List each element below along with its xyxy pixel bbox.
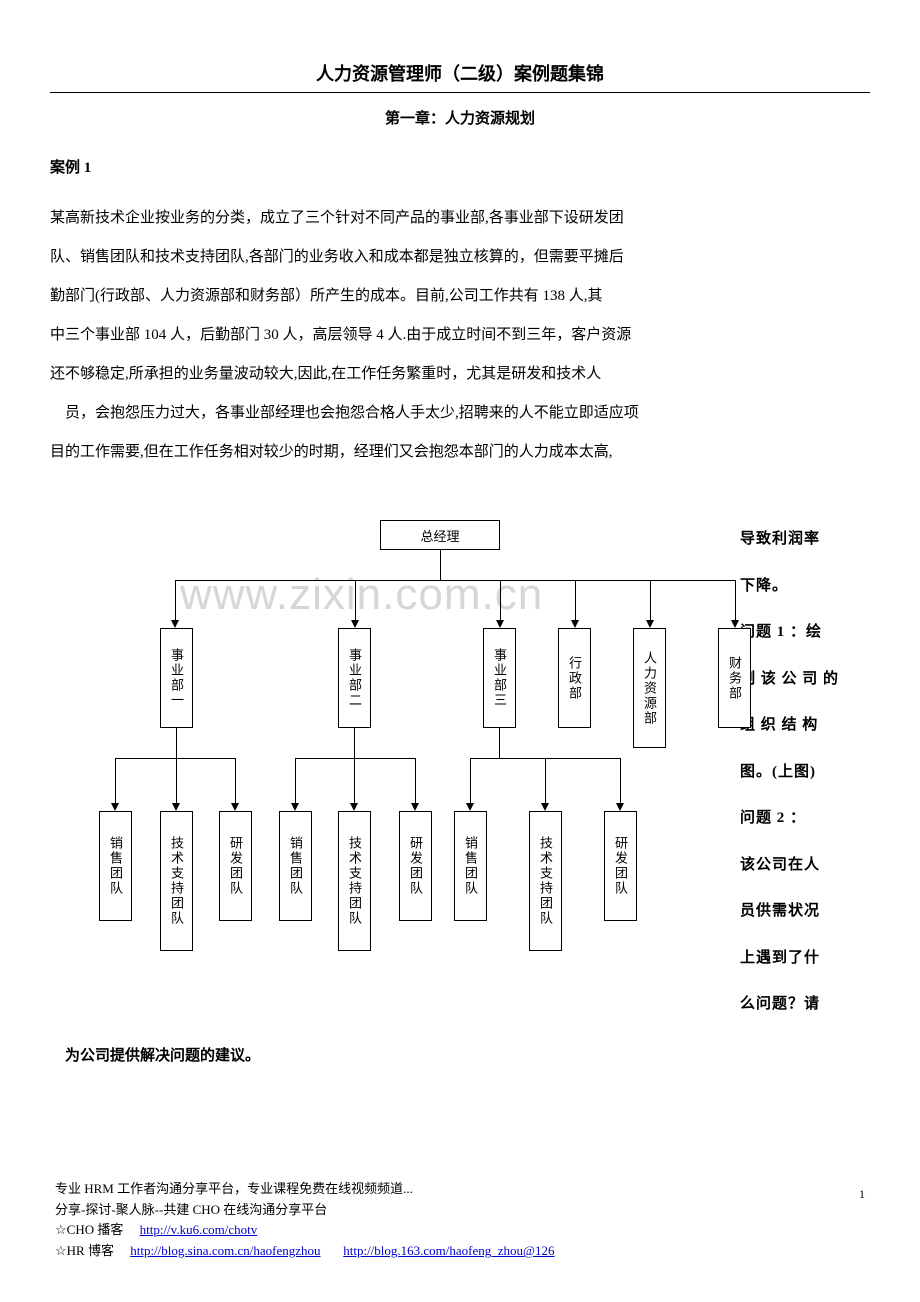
- edge: [500, 580, 501, 620]
- edge: [620, 758, 621, 803]
- edge: [415, 758, 416, 803]
- hr-link2[interactable]: http://blog.163.com/haofeng_zhou@126: [343, 1243, 554, 1258]
- arrow-icon: [616, 803, 624, 811]
- arrow-icon: [231, 803, 239, 811]
- arrow-icon: [111, 803, 119, 811]
- arrow-icon: [291, 803, 299, 811]
- footer-line2: 分享-探讨-聚人脉--共建 CHO 在线沟通分享平台: [55, 1200, 870, 1221]
- node-dept1: 事业部一: [160, 628, 193, 728]
- right-5: 组 织 结 构: [740, 702, 870, 749]
- right-8: 该公司在人: [740, 842, 870, 889]
- para-4: 中三个事业部 104 人，后勤部门 30 人，高层领导 4 人.由于成立时间不到…: [50, 316, 870, 355]
- arrow-icon: [411, 803, 419, 811]
- edge: [176, 728, 177, 758]
- edge: [735, 580, 736, 620]
- node-dept3: 事业部三: [483, 628, 516, 728]
- edge: [575, 580, 576, 620]
- footer-line1: 专业 HRM 工作者沟通分享平台，专业课程免费在线视频频道...: [55, 1179, 870, 1200]
- edge: [470, 758, 471, 803]
- org-chart: 总经理 事业部一 事业部二 事业部三 行政部 人力资源部 财务部 销售团队 技术…: [70, 520, 750, 1010]
- node-d2-tech: 技术支持团队: [338, 811, 371, 951]
- node-hr: 人力资源部: [633, 628, 666, 748]
- cho-label: ☆CHO 播客: [55, 1222, 123, 1237]
- edge: [175, 580, 176, 620]
- hr-label: ☆HR 博客: [55, 1243, 114, 1258]
- node-d2-sales: 销售团队: [279, 811, 312, 921]
- node-d2-rd: 研发团队: [399, 811, 432, 921]
- footer: 专业 HRM 工作者沟通分享平台，专业课程免费在线视频频道... 分享-探讨-聚…: [55, 1179, 870, 1262]
- edge: [355, 580, 356, 620]
- conclusion: 为公司提供解决问题的建议。: [50, 1044, 260, 1065]
- arrow-icon: [350, 803, 358, 811]
- para-2: 队、销售团队和技术支持团队,各部门的业务收入和成本都是独立核算的，但需要平摊后: [50, 238, 870, 277]
- arrow-icon: [571, 620, 579, 628]
- case-body: 某高新技术企业按业务的分类，成立了三个针对不同产品的事业部,各事业部下设研发团 …: [50, 199, 870, 472]
- right-7: 问题 2 ：: [740, 795, 870, 842]
- edge: [295, 758, 296, 803]
- edge: [115, 758, 116, 803]
- node-gm: 总经理: [380, 520, 500, 550]
- para-5: 还不够稳定,所承担的业务量波动较大,因此,在工作任务繁重时，尤其是研发和技术人: [50, 355, 870, 394]
- right-2: 下降。: [740, 563, 870, 610]
- right-column: 导致利润率 下降。 问题 1 ：绘 制 该 公 司 的 组 织 结 构 图。(上…: [740, 516, 870, 1028]
- arrow-icon: [731, 620, 739, 628]
- cho-link[interactable]: http://v.ku6.com/chotv: [140, 1222, 258, 1237]
- node-d1-rd: 研发团队: [219, 811, 252, 921]
- node-dept2: 事业部二: [338, 628, 371, 728]
- edge: [499, 728, 500, 758]
- para-7: 目的工作需要,但在工作任务相对较少的时期，经理们又会抱怨本部门的人力成本太高,: [50, 433, 870, 472]
- edge: [440, 550, 441, 580]
- right-3: 问题 1 ：绘: [740, 609, 870, 656]
- right-6: 图。(上图): [740, 749, 870, 796]
- chapter-title: 第一章：人力资源规划: [50, 107, 870, 128]
- arrow-icon: [496, 620, 504, 628]
- edge: [235, 758, 236, 803]
- arrow-icon: [171, 620, 179, 628]
- right-1: 导致利润率: [740, 516, 870, 563]
- node-fin: 财务部: [718, 628, 751, 728]
- edge: [650, 580, 651, 620]
- right-4: 制 该 公 司 的: [740, 656, 870, 703]
- hr-link1[interactable]: http://blog.sina.com.cn/haofengzhou: [130, 1243, 320, 1258]
- edge: [295, 758, 415, 759]
- node-d1-sales: 销售团队: [99, 811, 132, 921]
- page-header: 人力资源管理师（二级）案例题集锦: [50, 60, 870, 93]
- para-6: 员，会抱怨压力过大，各事业部经理也会抱怨合格人手太少,招聘来的人不能立即适应项: [50, 394, 870, 433]
- arrow-icon: [351, 620, 359, 628]
- edge: [115, 758, 235, 759]
- node-d3-tech: 技术支持团队: [529, 811, 562, 951]
- para-3: 勤部门(行政部、人力资源部和财务部）所产生的成本。目前,公司工作共有 138 人…: [50, 277, 870, 316]
- right-9: 员供需状况: [740, 888, 870, 935]
- arrow-icon: [172, 803, 180, 811]
- arrow-icon: [466, 803, 474, 811]
- node-d3-sales: 销售团队: [454, 811, 487, 921]
- node-d1-tech: 技术支持团队: [160, 811, 193, 951]
- footer-cho: ☆CHO 播客 http://v.ku6.com/chotv: [55, 1220, 870, 1241]
- edge: [175, 580, 735, 581]
- arrow-icon: [646, 620, 654, 628]
- arrow-icon: [541, 803, 549, 811]
- node-admin: 行政部: [558, 628, 591, 728]
- edge: [176, 758, 177, 803]
- edge: [354, 758, 355, 803]
- edge: [545, 758, 546, 803]
- node-d3-rd: 研发团队: [604, 811, 637, 921]
- case-label: 案例 1: [50, 156, 870, 177]
- right-10: 上遇到了什: [740, 935, 870, 982]
- footer-hr: ☆HR 博客 http://blog.sina.com.cn/haofengzh…: [55, 1241, 870, 1262]
- right-11: 么问题？请: [740, 981, 870, 1028]
- edge: [354, 728, 355, 758]
- para-1: 某高新技术企业按业务的分类，成立了三个针对不同产品的事业部,各事业部下设研发团: [50, 199, 870, 238]
